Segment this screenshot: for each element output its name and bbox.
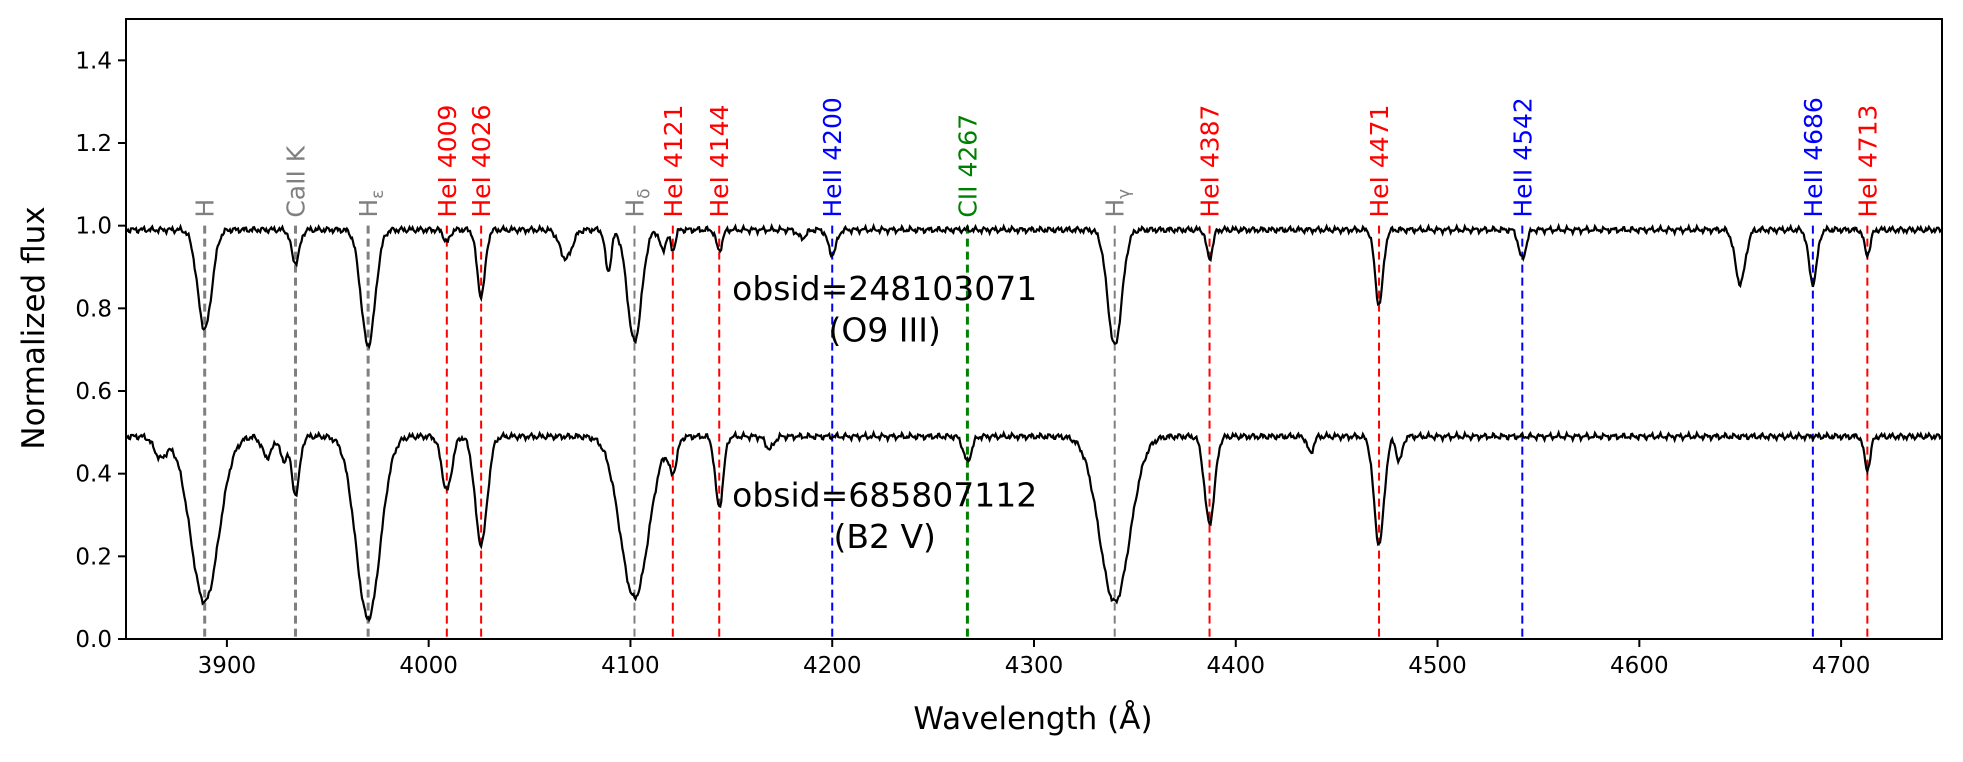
spectral-line-label: CII 4267 (953, 114, 982, 218)
x-tick-label: 3900 (198, 653, 257, 679)
x-tick-label: 4200 (803, 653, 862, 679)
spectral-line-label: HeI 4713 (1853, 105, 1882, 218)
spectral-line-label: HeII 4686 (1799, 97, 1828, 218)
y-tick-label: 1.4 (75, 48, 112, 74)
x-axis: 3900 4000 4100 4200 4300 4400 4500 4600 4700 (198, 639, 1871, 679)
x-tick-label: 4000 (399, 653, 458, 679)
spectral-line-label: HeI 4471 (1365, 105, 1394, 218)
x-tick-label: 4300 (1005, 653, 1064, 679)
y-tick-label: 0.0 (75, 627, 112, 653)
spectral-line-label: HeI 4121 (659, 105, 688, 218)
y-tick-label: 0.6 (75, 379, 112, 405)
x-axis-label: Wavelength (Å) (913, 701, 1152, 737)
y-tick-label: 0.8 (75, 296, 112, 322)
spectral-line-label: HeI 4144 (705, 105, 734, 218)
x-tick-label: 4600 (1610, 653, 1669, 679)
x-tick-label: 4100 (601, 653, 660, 679)
y-tick-label: 1.2 (75, 131, 112, 157)
spectral-line-label: CaII K (281, 145, 310, 217)
spectral-line-label: HeI 4026 (467, 105, 496, 218)
x-tick-label: 4700 (1812, 653, 1871, 679)
x-tick-label: 4500 (1408, 653, 1467, 679)
spectral-line-label: H (191, 199, 220, 218)
y-tick-label: 0.4 (75, 462, 112, 488)
y-tick-label: 1.0 (75, 214, 112, 240)
spectral-line-label: HeI 4387 (1196, 105, 1225, 218)
y-axis: 0.0 0.2 0.4 0.6 0.8 1.0 1.2 1.4 (75, 48, 126, 653)
series-obsid-label: obsid=248103071 (732, 269, 1037, 308)
annotations-layer: obsid=248103071(O9 III) obsid=685807112(B… (732, 269, 1037, 556)
spectral-line-label: HeII 4200 (818, 97, 847, 218)
series-spectral-type-label: (O9 III) (828, 310, 940, 349)
line-labels-layer: H CaII K Hε HeI 4009 HeI 4026 Hδ HeI 4121 HeI 4… (191, 97, 1883, 218)
x-tick-label: 4400 (1207, 653, 1266, 679)
y-axis-label: Normalized flux (16, 206, 52, 449)
y-tick-label: 0.2 (75, 544, 112, 570)
spectral-lines-layer (203, 225, 1869, 639)
series-spectral-type-label: (B2 V) (833, 517, 935, 556)
spectral-line-label: HeI 4009 (433, 105, 462, 218)
spectrum-series-layer (125, 222, 1943, 623)
spectrum-series-2 (125, 429, 1943, 623)
series-obsid-label: obsid=685807112 (732, 476, 1037, 515)
spectral-line-label: HeII 4542 (1508, 97, 1537, 218)
spectrum-series-1 (125, 222, 1943, 350)
